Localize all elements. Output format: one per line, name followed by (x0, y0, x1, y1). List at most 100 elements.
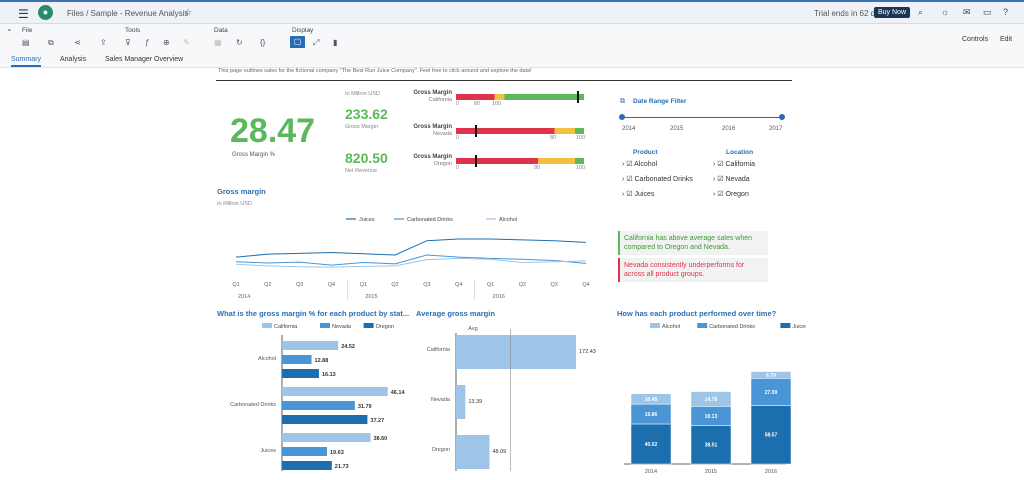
star-icon[interactable]: ☆ (184, 7, 193, 17)
page-tabs: Summary Analysis Sales Manager Overview (0, 52, 1024, 68)
data-label: 40.02 (645, 442, 658, 448)
chat-icon[interactable]: ▭ (983, 7, 992, 17)
tab-sales-manager-overview[interactable]: Sales Manager Overview (105, 56, 184, 63)
product-filter-title: Product (633, 149, 658, 156)
formula-icon[interactable]: ƒ (145, 38, 150, 47)
x-tick-label: Q4 (455, 282, 462, 288)
bar (456, 335, 576, 369)
category-label: Carbonated Drinks (230, 402, 276, 408)
export-icon[interactable]: ⇪ (100, 38, 107, 47)
lightbulb-icon[interactable]: ☼ (941, 7, 950, 17)
x-tick-label: Q1 (487, 282, 494, 288)
data-label: 10.45 (645, 397, 658, 403)
kpi-units: In Million USD (345, 91, 380, 97)
year-label: 2014 (622, 126, 636, 132)
stack-segment (750, 371, 792, 379)
bar (282, 355, 312, 364)
data-label: 172.43 (579, 349, 596, 355)
series-line-carbonated-drinks (235, 254, 587, 266)
net-revenue-label: Net Revenue (345, 168, 378, 174)
bullet-chart-nevada: Gross Margin Nevada 0 80 100 (400, 124, 590, 146)
data-label: 19.86 (645, 412, 658, 418)
controls-button[interactable]: Controls (962, 36, 989, 43)
date-range-slider[interactable] (622, 117, 782, 118)
bullet-tick: 80 (474, 101, 481, 107)
bullet-tick: 0 (456, 165, 460, 171)
bullet-marker (577, 91, 579, 103)
year-label: 2015 (365, 294, 377, 300)
category-label: California (427, 347, 451, 353)
note-california: California has above average sales when … (618, 231, 768, 255)
stack-segment (690, 425, 732, 465)
x-tick-label: Q3 (551, 282, 558, 288)
bar (282, 415, 368, 424)
data-source-icon[interactable]: ▦ (214, 38, 222, 47)
bullet-chart-california: Gross Margin California 0 80 100 (400, 90, 590, 112)
app-logo[interactable]: ● (38, 5, 53, 20)
intro-text: This page outlines sales for the fiction… (218, 68, 532, 74)
search-icon[interactable]: ⌕ (918, 7, 924, 17)
year-label: 2016 (722, 126, 736, 132)
note-text: California has above average sales when … (624, 235, 753, 251)
variables-icon[interactable]: {} (260, 38, 266, 47)
legend-swatch (363, 323, 374, 328)
year-label: 2015 (670, 126, 684, 132)
x-tick-label: 2016 (765, 469, 777, 475)
gross-margin-pct-label: Gross Margin % (232, 152, 276, 158)
edit-button[interactable]: Edit (1000, 36, 1013, 43)
notifications-icon[interactable]: ✉ (963, 7, 971, 17)
data-label: 19.13 (705, 414, 718, 420)
share-icon[interactable]: ⋖ (74, 38, 81, 47)
note-text: Nevada consistently underperforms for ac… (624, 262, 745, 278)
link-icon[interactable]: ⊕ (163, 38, 170, 47)
tools-group-label: Tools (125, 27, 141, 34)
gross-margin-pct-value: 28.47 (230, 112, 316, 150)
legend-label: Juices (359, 217, 375, 223)
bullet-title: Gross Margin (413, 124, 452, 130)
legend-label: Alcohol (499, 217, 517, 223)
bookmark-icon[interactable]: ▮ (333, 38, 338, 47)
menu-icon[interactable]: ☰ (18, 7, 29, 21)
slider-handle-start[interactable] (619, 114, 625, 120)
comment-display-button[interactable]: ▢ (290, 36, 305, 48)
tab-summary[interactable]: Summary (11, 56, 41, 67)
year-label: 2017 (769, 126, 783, 132)
data-label: 24.52 (341, 344, 355, 350)
product-option-carbonated-drinks[interactable]: › ☑ Carbonated Drinks (622, 176, 693, 183)
refresh-icon[interactable]: ↻ (236, 38, 243, 47)
filter-icon[interactable]: ⊽ (125, 38, 131, 47)
file-group-label: File (22, 27, 33, 34)
copy-icon[interactable]: ⧉ (48, 38, 54, 47)
x-tick-label: Q2 (264, 282, 271, 288)
bullet-tick: 0 (456, 101, 460, 107)
pen-icon[interactable]: ✎ (183, 38, 190, 47)
location-option-oregon[interactable]: › ☑ Oregon (713, 191, 749, 198)
bullet-marker (475, 125, 477, 137)
line-chart: Juices Carbonated Drinks Alcohol Q1 Q2 Q3 Q4 Q1… (232, 217, 590, 300)
divider (216, 80, 792, 81)
bullet-tick: 80 (534, 165, 541, 171)
product-option-alcohol[interactable]: › ☑ Alcohol (622, 161, 658, 168)
data-label: 19.63 (330, 450, 344, 456)
fullscreen-icon[interactable]: ⤢ (313, 38, 320, 47)
avg-gross-margin-title: Average gross margin (416, 309, 495, 318)
product-option-label: Carbonated Drinks (634, 176, 693, 183)
tab-analysis[interactable]: Analysis (60, 56, 87, 63)
save-icon[interactable]: ▤ (22, 38, 30, 47)
location-option-nevada[interactable]: › ☑ Nevada (713, 176, 750, 183)
location-option-california[interactable]: › ☑ California (713, 161, 756, 168)
breadcrumb[interactable]: Files / Sample - Revenue Analysis (67, 9, 189, 18)
data-label: 27.09 (765, 390, 778, 396)
buy-now-button[interactable]: Buy Now (874, 7, 911, 18)
help-icon[interactable]: ? (1003, 7, 1009, 17)
date-filter-icon: ⧉ (620, 98, 625, 105)
legend-swatch (262, 323, 272, 328)
product-option-juices[interactable]: › ☑ Juices (622, 191, 655, 198)
slider-handle-end[interactable] (779, 114, 785, 120)
line-chart-units: In Million USD (217, 201, 252, 207)
collapse-icon[interactable]: ⌃ (6, 28, 13, 37)
avg-gross-margin-chart: California 172.43 Nevada 13.39 Oregon 48.09 Av… (427, 326, 596, 471)
bullet-title: Gross Margin (413, 90, 452, 96)
legend-swatch (697, 323, 708, 328)
x-tick-label: Q4 (582, 282, 589, 288)
